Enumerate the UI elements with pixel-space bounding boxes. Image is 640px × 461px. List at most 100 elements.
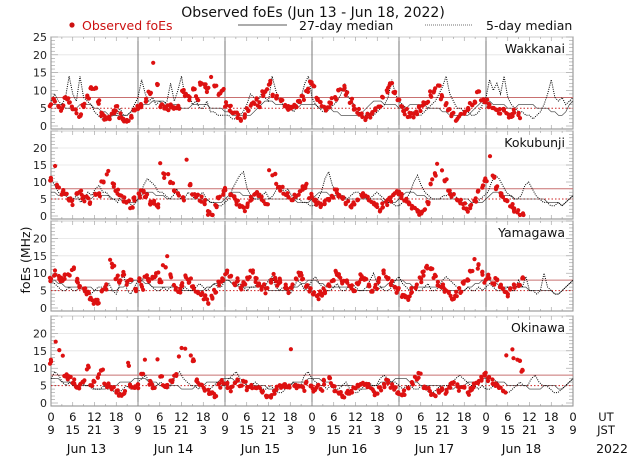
observed-point <box>509 114 514 119</box>
observed-point <box>125 279 130 284</box>
observed-point <box>318 204 323 210</box>
observed-point <box>318 201 323 206</box>
observed-point <box>279 385 284 390</box>
legend-27day-label: 27-day median <box>299 18 393 33</box>
observed-point <box>322 202 327 207</box>
observed-point <box>122 391 127 396</box>
observed-point <box>392 285 398 290</box>
observed-point <box>244 388 249 393</box>
panel-wakkanai: 0 5 10 15 20 25 Wakkanai <box>33 31 574 133</box>
day-label: Jun 17 <box>414 441 454 456</box>
observed-point <box>429 94 434 99</box>
observed-point <box>520 212 525 217</box>
observed-point <box>516 282 521 287</box>
observed-point <box>144 99 149 104</box>
ut-tick-label: 12 <box>87 410 102 424</box>
observed-point <box>221 381 226 386</box>
observed-point <box>520 275 525 280</box>
series-observed <box>47 254 526 306</box>
observed-point <box>241 205 247 210</box>
observed-point <box>504 198 509 203</box>
observed-point <box>187 95 192 100</box>
observed-point <box>268 78 273 83</box>
ut-tick-label: 12 <box>435 410 450 424</box>
observed-point <box>95 297 100 302</box>
observed-point <box>487 154 493 159</box>
observed-point <box>328 101 333 106</box>
observed-point <box>168 378 173 383</box>
observed-point <box>61 188 66 193</box>
observed-point <box>447 385 452 390</box>
observed-point <box>435 161 440 166</box>
observed-point <box>225 380 230 385</box>
y-tick-label: 20 <box>33 142 47 155</box>
y-tick-label: 5 <box>40 193 47 206</box>
observed-point <box>362 277 367 282</box>
observed-point <box>432 272 437 277</box>
observed-point <box>422 207 427 212</box>
ut-tick-label: 18 <box>196 410 211 424</box>
observed-point <box>212 391 217 396</box>
observed-point <box>235 276 240 281</box>
observed-point <box>191 87 196 92</box>
observed-point <box>505 292 510 297</box>
observed-point <box>261 93 266 99</box>
observed-point <box>303 185 308 191</box>
observed-point <box>300 276 306 281</box>
observed-point <box>181 87 186 93</box>
observed-point <box>315 96 320 102</box>
observed-point <box>388 282 393 288</box>
observed-point <box>230 384 235 389</box>
observed-point <box>238 116 243 121</box>
ut-tick-label: 12 <box>261 410 276 424</box>
observed-point <box>172 189 177 194</box>
observed-point <box>254 97 259 102</box>
observed-point <box>465 277 470 282</box>
observed-point <box>475 266 480 271</box>
jst-tick-label: 3 <box>374 423 381 437</box>
jst-tick-label: 21 <box>261 423 276 437</box>
observed-point <box>494 185 499 190</box>
observed-point <box>158 161 163 166</box>
y-tick-label: 5 <box>40 102 47 115</box>
observed-point <box>517 358 523 363</box>
observed-point <box>430 177 435 182</box>
observed-point <box>150 382 155 387</box>
observed-point <box>380 201 385 206</box>
observed-point <box>345 90 350 95</box>
observed-point <box>124 119 129 124</box>
y-tick-label: 15 <box>33 250 47 263</box>
observed-point <box>184 157 189 162</box>
observed-point <box>337 274 342 279</box>
observed-point <box>349 100 354 105</box>
jst-tick-label: 15 <box>500 423 515 437</box>
observed-point <box>106 168 111 174</box>
observed-point <box>475 188 481 193</box>
observed-point <box>209 74 214 80</box>
jst-tick-label: 15 <box>326 423 341 437</box>
observed-point <box>130 205 135 210</box>
observed-point <box>318 100 323 105</box>
observed-point <box>370 288 375 293</box>
observed-point <box>358 272 363 277</box>
observed-point <box>180 281 185 286</box>
observed-point <box>116 279 122 284</box>
observed-point <box>270 92 275 97</box>
observed-point <box>56 104 61 109</box>
observed-point <box>66 374 71 379</box>
observed-point <box>48 357 54 362</box>
observed-point <box>321 377 326 382</box>
observed-point <box>381 271 386 276</box>
observed-point <box>342 395 347 400</box>
observed-point <box>449 296 454 301</box>
observed-point <box>333 268 338 273</box>
jst-tick-label: 21 <box>348 423 363 437</box>
observed-point <box>426 202 431 207</box>
day-label: Jun 13 <box>66 441 106 456</box>
y-tick-label: 0 <box>40 210 47 223</box>
observed-point <box>435 83 441 88</box>
observed-point <box>49 178 54 183</box>
station-label: Kokubunji <box>504 135 565 150</box>
observed-point <box>53 272 58 277</box>
observed-point <box>126 363 131 368</box>
